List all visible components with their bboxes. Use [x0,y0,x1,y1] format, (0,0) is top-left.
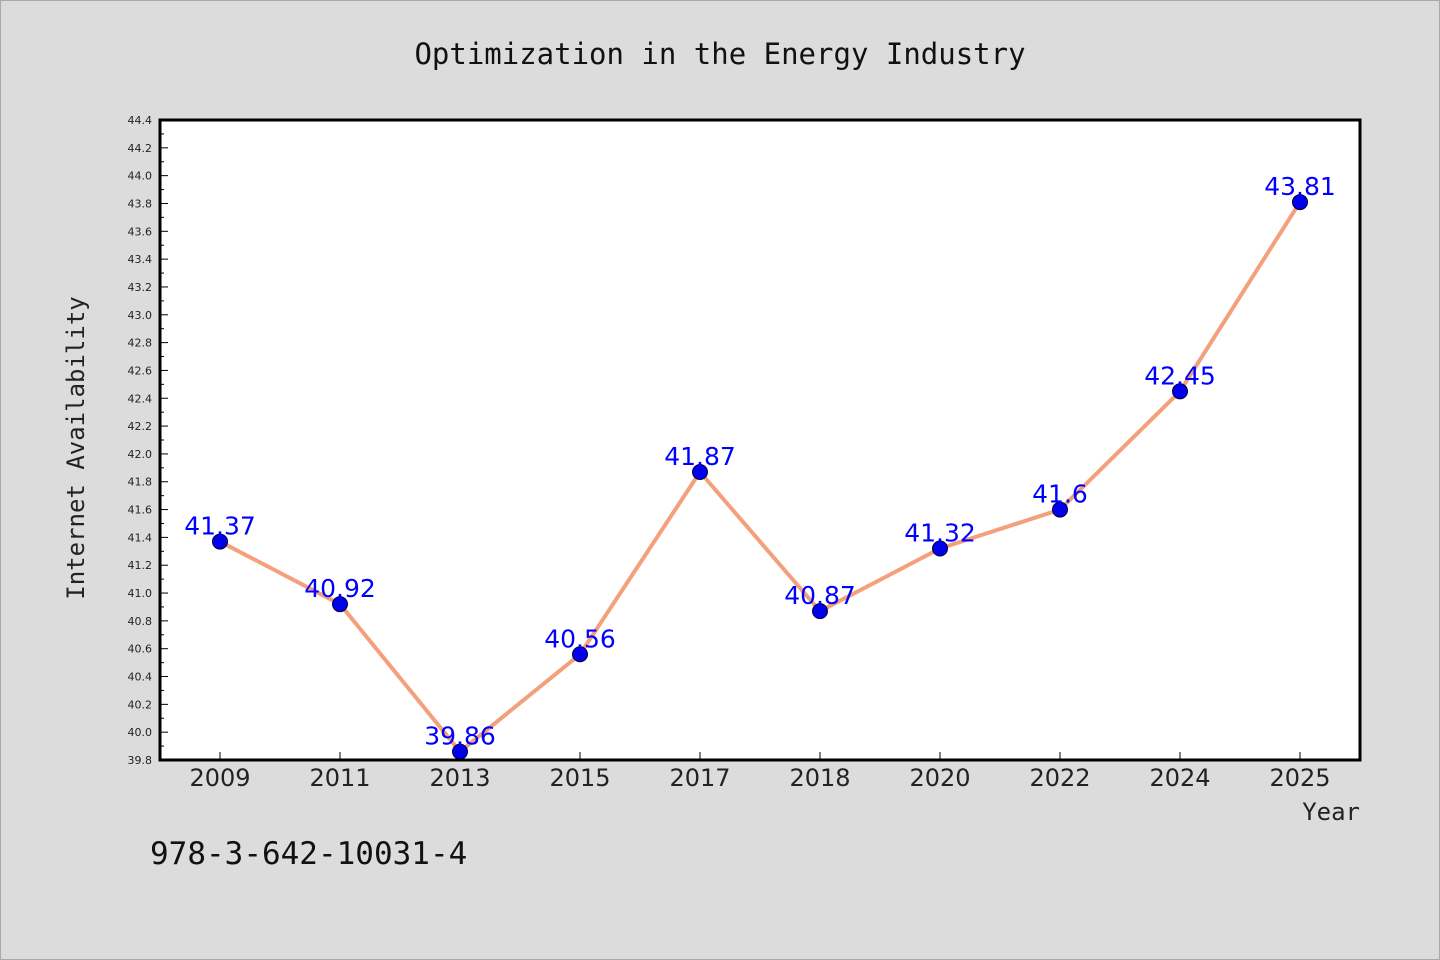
x-tick-label: 2018 [789,764,850,792]
data-point-marker [932,540,948,557]
data-point-marker [1052,501,1068,518]
data-point-marker [812,603,828,620]
data-label: 41.37 [184,512,256,541]
x-tick-label: 2022 [1029,764,1090,792]
y-tick-label: 44.4 [128,114,153,127]
data-point-marker [572,646,588,663]
data-label: 43.81 [1264,172,1336,201]
y-tick-label: 40.0 [128,726,153,739]
data-point-marker [1292,194,1308,211]
y-tick-label: 42.6 [128,364,153,377]
plot-frame [158,118,1362,762]
x-tick-label: 2013 [429,764,490,792]
series-group: 41.37 40.92 39.86 40.56 41.87 40.87 41.32 41.6 4… [184,172,1336,760]
y-tick-label: 41.8 [128,476,153,489]
isbn-text: 978-3-642-10031-4 [150,836,467,872]
y-axis-label: Internet Availability [62,296,90,599]
data-point-marker [692,464,708,480]
data-label: 40.56 [544,624,616,653]
data-label: 40.87 [784,581,856,610]
y-tick-label: 40.2 [128,698,153,711]
y-tick-label: 44.2 [128,142,153,155]
x-axis-ticks: 2009 2011 2013 2015 2017 2018 2020 2022 2024 2025 [189,752,1331,792]
y-tick-label: 40.4 [128,671,153,684]
data-label: 39.86 [424,722,496,751]
y-tick-label: 44.0 [128,170,153,183]
y-tick-label: 42.0 [128,448,153,461]
chart-title: Optimization in the Energy Industry [414,37,1025,71]
y-tick-label: 43.8 [128,197,153,210]
y-tick-label: 41.0 [128,587,153,600]
data-point-marker [332,596,348,613]
data-label: 41.6 [1032,480,1088,509]
x-tick-label: 2009 [189,764,250,792]
y-tick-label: 42.8 [128,337,153,350]
data-point-marker [212,533,228,550]
y-tick-label: 43.4 [128,253,153,266]
y-tick-label: 40.8 [128,615,153,628]
x-tick-label: 2020 [909,764,970,792]
x-tick-label: 2024 [1149,764,1210,792]
y-tick-label: 41.2 [128,559,153,572]
y-tick-label: 41.4 [128,531,153,544]
y-tick-label: 40.6 [128,643,153,656]
y-tick-label: 42.4 [128,392,153,405]
y-tick-label: 43.2 [128,281,153,294]
x-tick-label: 2025 [1269,764,1330,792]
series-line [218,200,1302,754]
data-label: 41.32 [904,519,976,548]
y-tick-label: 43.0 [128,309,153,322]
y-tick-label: 39.8 [128,754,153,767]
data-point-marker [1172,383,1188,400]
y-tick-label: 42.2 [128,420,153,433]
data-label: 41.87 [664,442,736,471]
x-tick-label: 2015 [549,764,610,792]
data-label: 42.45 [1144,361,1216,390]
x-tick-label: 2017 [669,764,730,792]
y-tick-label: 41.6 [128,504,153,517]
y-tick-label: 43.6 [128,225,153,238]
x-tick-label: 2011 [309,764,370,792]
x-axis-label: Year [1302,798,1360,826]
plot-area [160,120,1360,760]
data-label: 40.92 [304,574,376,603]
